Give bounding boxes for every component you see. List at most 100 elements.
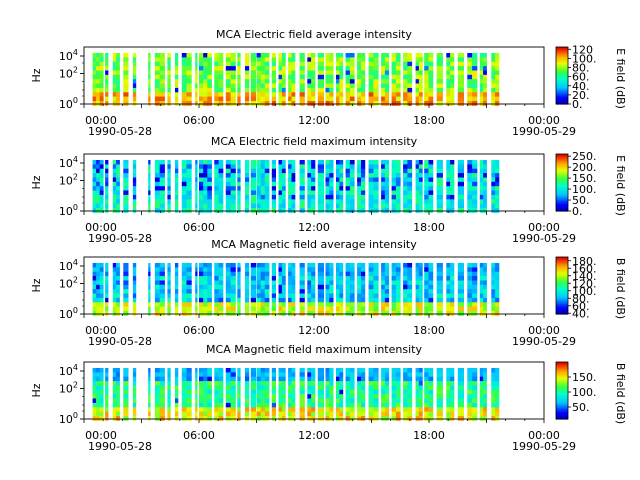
colorbar-band (556, 274, 568, 277)
heatmap-cell (250, 177, 256, 183)
heatmap-cell (278, 208, 283, 213)
heatmap-cell (281, 381, 286, 386)
heatmap-cell (424, 96, 429, 102)
heatmap-cell (495, 368, 500, 373)
heatmap-cell (373, 57, 379, 63)
heatmap-cell (154, 70, 161, 76)
heatmap-cell (395, 101, 401, 106)
heatmap-cell (418, 168, 423, 174)
heatmap-cell (311, 302, 316, 308)
heatmap-cell (361, 70, 366, 76)
heatmap-cell (281, 66, 286, 71)
colorbar-band (556, 198, 568, 201)
heatmap-cell (199, 280, 204, 286)
heatmap-cell (299, 376, 305, 382)
heatmap-cell (264, 181, 270, 187)
heatmap-cell (112, 297, 117, 303)
heatmap-cell (218, 368, 224, 373)
heatmap-cell (260, 306, 266, 312)
heatmap-cell (407, 87, 413, 93)
heatmap-cell (116, 293, 120, 299)
heatmap-cell (483, 381, 487, 386)
heatmap-cell (336, 61, 340, 67)
heatmap-cell (199, 92, 204, 98)
heatmap-cell (418, 177, 423, 183)
colorbar-band (556, 281, 568, 284)
heatmap-cell (391, 57, 397, 63)
heatmap-cell (214, 389, 219, 395)
heatmap-cell (207, 402, 212, 408)
heatmap-cell (317, 203, 324, 209)
heatmap-cell (291, 61, 296, 67)
heatmap-cell (225, 284, 231, 290)
heatmap-cell (96, 92, 100, 98)
heatmap-cell (472, 101, 478, 106)
heatmap-cell (154, 208, 161, 213)
heatmap-cell (112, 53, 117, 58)
heatmap-cell (472, 372, 478, 378)
heatmap-cell (415, 297, 420, 303)
heatmap-cell (218, 372, 224, 378)
heatmap-cell (245, 74, 250, 80)
heatmap-cell (483, 402, 487, 408)
heatmap-cell (311, 57, 316, 63)
heatmap-cell (395, 177, 401, 183)
heatmap-cell (260, 208, 266, 213)
heatmap-cell (403, 101, 408, 106)
heatmap-cell (299, 289, 305, 294)
heatmap-cell (446, 164, 451, 170)
colorbar-band (556, 272, 568, 275)
heatmap-cell (207, 83, 212, 89)
heatmap-cell (291, 164, 296, 170)
heatmap-cell (329, 83, 334, 89)
heatmap-cell (99, 263, 104, 268)
heatmap-cell (368, 402, 374, 408)
heatmap-cell (495, 190, 500, 196)
heatmap-cell (415, 302, 420, 308)
colorbar-band (556, 257, 568, 260)
heatmap-cell (317, 101, 324, 106)
colorbar-band (556, 68, 568, 71)
heatmap-cell (207, 66, 212, 71)
heatmap-cell (368, 61, 374, 67)
heatmap-cell (491, 83, 496, 89)
heatmap-cell (307, 280, 312, 286)
heatmap-cell (345, 368, 351, 373)
heatmap-cell (381, 190, 386, 196)
heatmap-cell (148, 385, 151, 391)
heatmap-cell (203, 199, 208, 205)
heatmap-cell (307, 271, 312, 277)
heatmap-cell (260, 173, 266, 178)
heatmap-cell (415, 190, 420, 196)
heatmap-cell (181, 407, 187, 413)
heatmap-cell (349, 190, 355, 196)
heatmap-cell (311, 293, 316, 299)
heatmap-cell (159, 53, 165, 58)
heatmap-cell (418, 297, 423, 303)
heatmap-cell (472, 284, 478, 290)
heatmap-cell (339, 276, 344, 281)
heatmap-cell (199, 398, 204, 404)
heatmap-cell (418, 284, 423, 290)
heatmap-cell (418, 160, 423, 165)
heatmap-cell (457, 101, 464, 106)
heatmap-cell (96, 280, 100, 286)
heatmap-cell (307, 177, 312, 183)
heatmap-cell (436, 263, 443, 268)
heatmap-cell (424, 284, 429, 290)
heatmap-cell (317, 160, 324, 165)
heatmap-cell (225, 311, 231, 316)
heatmap-cell (281, 96, 286, 102)
heatmap-cell (105, 173, 109, 178)
colorbar-band (556, 65, 568, 68)
heatmap-cell (299, 101, 305, 106)
heatmap-cell (123, 66, 129, 71)
heatmap-cell (472, 293, 478, 299)
heatmap-cell (424, 173, 429, 178)
heatmap-cell (271, 398, 276, 404)
heatmap-cell (446, 271, 451, 277)
heatmap-cell (256, 203, 262, 209)
heatmap-cell (181, 79, 187, 84)
heatmap-cell (428, 416, 434, 421)
colorbar-band (556, 417, 568, 420)
